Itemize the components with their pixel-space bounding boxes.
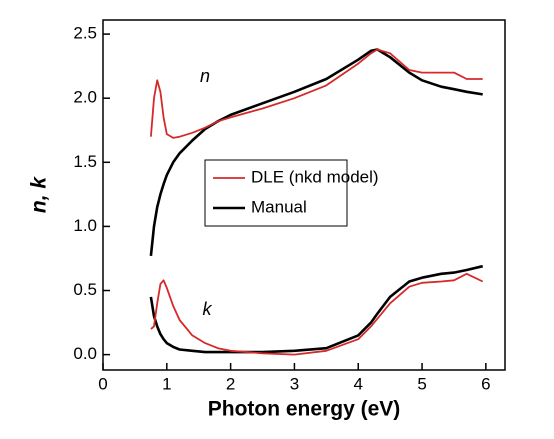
n-line	[149, 48, 483, 257]
legend-box	[204, 159, 348, 227]
y-tick-label: 1.0	[73, 216, 97, 235]
x-tick-label: 1	[162, 374, 171, 393]
k-line	[149, 264, 484, 354]
x-axis-title: Photon energy (eV)	[208, 398, 401, 421]
legend-label: DLE (nkd model)	[251, 167, 379, 186]
y-tick-label: 0.0	[73, 344, 97, 363]
x-tick-label: 2	[226, 374, 235, 393]
x-tick-label: 4	[354, 374, 363, 393]
annotation: k	[203, 299, 213, 319]
x-tick-label: 3	[290, 374, 299, 393]
legend-label: Manual	[251, 197, 307, 216]
plot-frame	[102, 19, 506, 371]
y-axis-title: n, k	[28, 176, 51, 213]
k-line	[150, 272, 484, 356]
x-tick-label: 5	[417, 374, 426, 393]
y-tick-label: 0.5	[73, 280, 97, 299]
n-line	[150, 48, 483, 139]
annotation: n	[200, 66, 210, 86]
y-tick-label: 1.5	[73, 152, 97, 171]
y-tick-label: 2.5	[73, 24, 97, 43]
x-tick-label: 0	[98, 374, 107, 393]
x-tick-label: 6	[481, 374, 490, 393]
y-tick-label: 2.0	[73, 88, 97, 107]
